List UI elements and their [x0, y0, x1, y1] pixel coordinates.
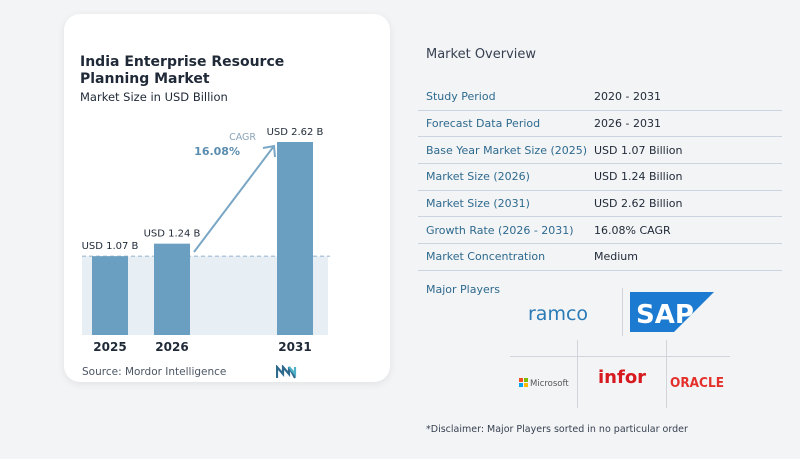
bar-value-label: USD 1.07 B [82, 241, 139, 252]
svg-text:infor: infor [598, 367, 646, 388]
major-players-title: Major Players [426, 283, 500, 296]
row-value: Medium [594, 250, 638, 264]
row-value: 16.08% CAGR [594, 223, 671, 237]
svg-text:ramco: ramco [528, 303, 588, 325]
table-row: Market Concentration Medium [418, 244, 782, 271]
row-value: USD 1.24 Billion [594, 170, 683, 184]
cagr-arrow [193, 145, 275, 253]
table-row: Growth Rate (2026 - 2031) 16.08% CAGR [418, 217, 782, 245]
logo-grid-divider [622, 288, 623, 336]
sap-logo: SAP [630, 292, 714, 332]
bar-value-label: USD 2.62 B [267, 127, 324, 138]
bar-2025 [92, 256, 128, 335]
infor-logo: infor [598, 367, 646, 388]
row-value: 2026 - 2031 [594, 117, 661, 131]
chart-card: USD 1.07 B 2025 USD 1.24 B 2026 USD 2.62 B 20… [64, 14, 390, 382]
cagr-label: CAGR [229, 132, 256, 143]
row-value: USD 2.62 Billion [594, 197, 683, 211]
chart-title: India Enterprise Resource Planning Marke… [80, 54, 285, 87]
x-tick-label: 2025 [93, 340, 126, 354]
disclaimer-text: *Disclaimer: Major Players sorted in no … [426, 424, 688, 435]
x-tick-label: 2031 [278, 340, 311, 354]
cagr-arrow-head [262, 144, 276, 158]
ramco-logo: ramco [528, 303, 588, 325]
table-row: Forecast Data Period 2026 - 2031 [418, 111, 782, 138]
microsoft-logo: Microsoft [519, 378, 569, 389]
table-row: Market Size (2031) USD 2.62 Billion [418, 191, 782, 218]
table-row: Market Size (2026) USD 1.24 Billion [418, 164, 782, 191]
bar-2031 [277, 142, 313, 335]
market-overview-table: Study Period 2020 - 2031 Forecast Data Pe… [418, 84, 782, 271]
svg-text:ORACLE: ORACLE [670, 375, 724, 391]
bar-value-label: USD 1.24 B [144, 229, 201, 240]
chart-canvas: USD 1.07 B 2025 USD 1.24 B 2026 USD 2.62 B 20… [82, 127, 330, 354]
mordor-intelligence-logo-icon [276, 365, 297, 379]
row-value: USD 1.07 Billion [594, 143, 683, 157]
row-label: Market Size (2026) [426, 170, 530, 184]
row-label: Base Year Market Size (2025) [426, 143, 588, 157]
row-label: Study Period [426, 90, 496, 104]
oracle-logo: ORACLE [670, 375, 724, 391]
row-label: Market Concentration [426, 250, 546, 264]
x-tick-label: 2026 [155, 340, 188, 354]
row-value: 2020 - 2031 [594, 90, 661, 104]
chart-subtitle: Market Size in USD Billion [80, 90, 228, 104]
svg-text:SAP: SAP [636, 300, 694, 330]
cagr-value: 16.08% [194, 145, 240, 158]
source-text: Source: Mordor Intelligence [82, 366, 227, 378]
logo-grid-divider [666, 340, 667, 408]
market-overview-title: Market Overview [426, 47, 537, 62]
bar-2026 [154, 243, 190, 335]
logo-grid-divider [510, 356, 730, 357]
table-row: Base Year Market Size (2025) USD 1.07 Bil… [418, 137, 782, 165]
row-label: Forecast Data Period [426, 117, 541, 131]
row-label: Market Size (2031) [426, 197, 530, 211]
market-overview-panel: Market Overview Study Period 2020 - 2031 … [418, 0, 800, 459]
table-row: Study Period 2020 - 2031 [418, 84, 782, 111]
logo-grid-divider [577, 340, 578, 408]
svg-text:Microsoft: Microsoft [530, 379, 569, 389]
row-label: Growth Rate (2026 - 2031) [426, 223, 574, 237]
